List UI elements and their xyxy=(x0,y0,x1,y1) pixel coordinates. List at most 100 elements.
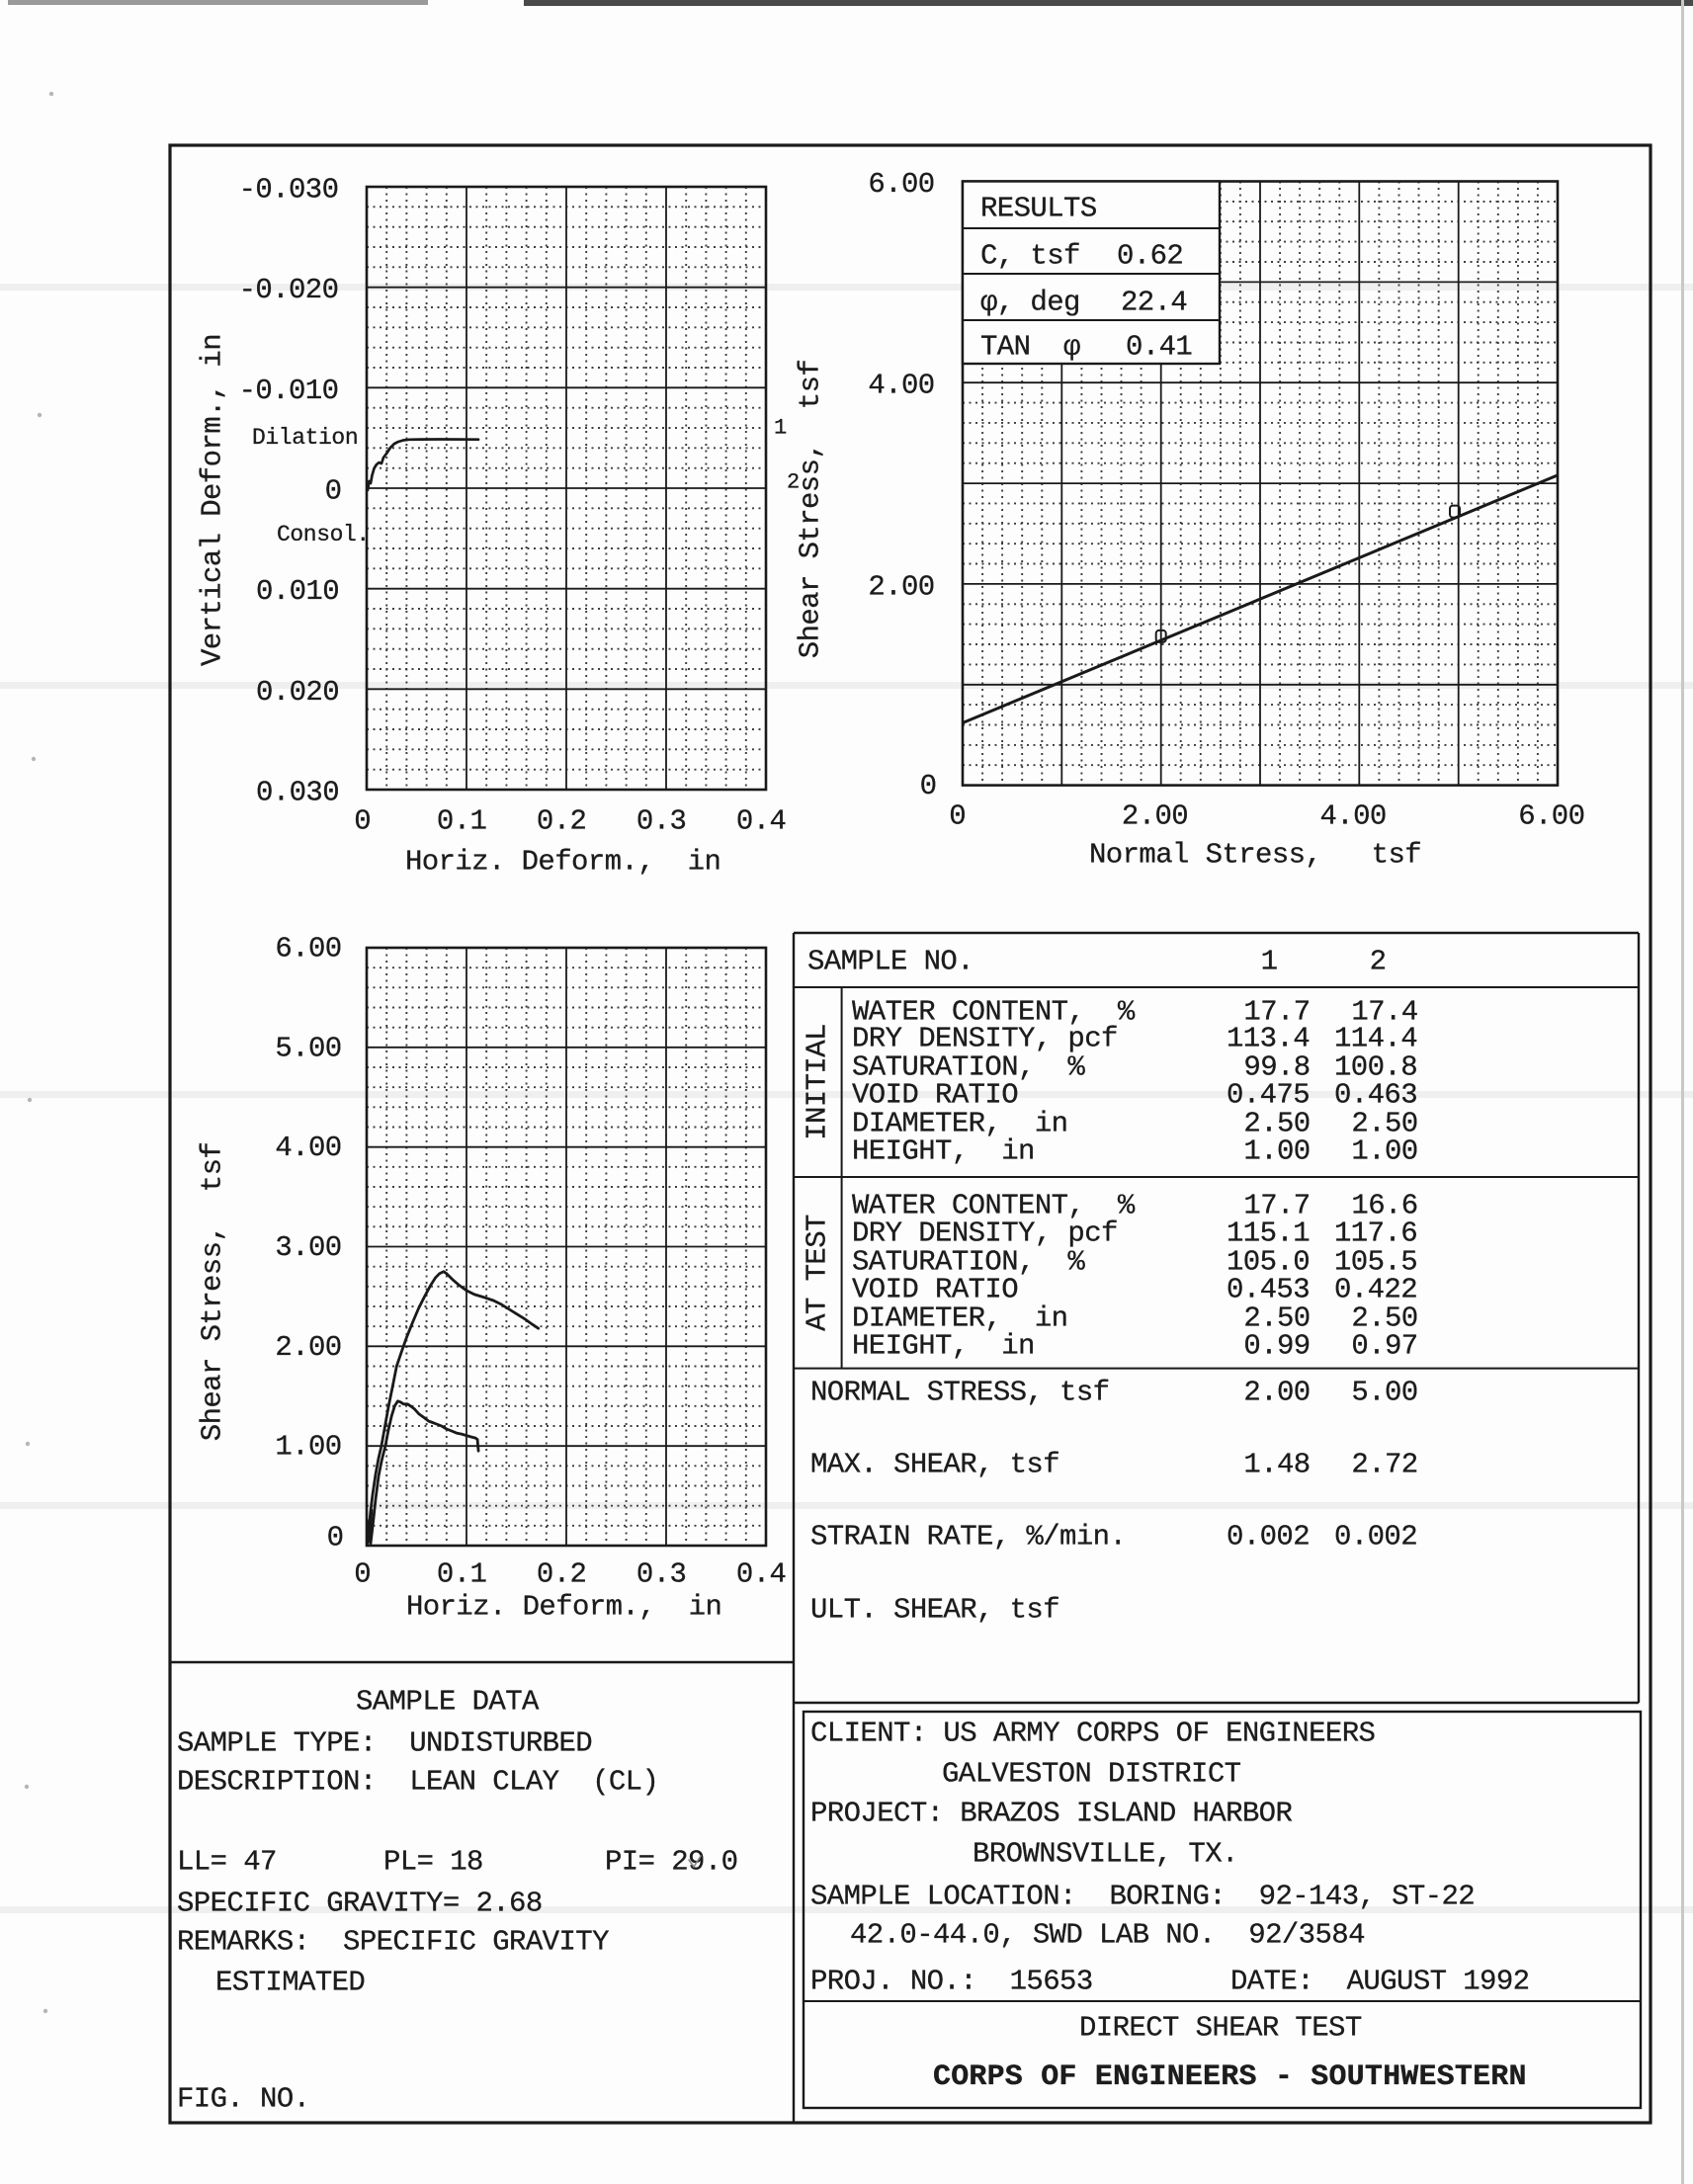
svg-text:0: 0 xyxy=(354,805,371,838)
svg-text:5.00: 5.00 xyxy=(1351,1377,1417,1409)
svg-text:17.4: 17.4 xyxy=(1351,996,1417,1029)
svg-text:Consol.: Consol. xyxy=(277,522,370,547)
svg-text:0.3: 0.3 xyxy=(636,805,686,838)
svg-text:C, tsf: C, tsf xyxy=(980,240,1080,273)
svg-text:0.1: 0.1 xyxy=(437,805,486,838)
svg-text:-0.030: -0.030 xyxy=(239,174,339,207)
svg-text:SPECIFIC GRAVITY= 2.68: SPECIFIC GRAVITY= 2.68 xyxy=(177,1888,543,1920)
svg-text:SATURATION, %: SATURATION, % xyxy=(852,1246,1085,1279)
svg-text:INITIAL: INITIAL xyxy=(802,1024,834,1140)
svg-text:0.422: 0.422 xyxy=(1334,1274,1417,1306)
svg-text:17.7: 17.7 xyxy=(1243,1190,1310,1222)
svg-text:6.00: 6.00 xyxy=(868,168,934,201)
svg-text:2.00: 2.00 xyxy=(275,1331,341,1364)
svg-text:99.8: 99.8 xyxy=(1243,1051,1310,1084)
svg-text:FIG. NO.: FIG. NO. xyxy=(177,2083,309,2116)
svg-text:BROWNSVILLE, TX.: BROWNSVILLE, TX. xyxy=(973,1838,1238,1871)
svg-text:0.4: 0.4 xyxy=(736,805,786,838)
svg-text:0: 0 xyxy=(327,1522,344,1554)
svg-text:SATURATION, %: SATURATION, % xyxy=(852,1051,1085,1084)
svg-text:1.00: 1.00 xyxy=(1243,1135,1310,1168)
svg-text:Horiz. Deform., in: Horiz. Deform., in xyxy=(405,846,720,879)
svg-text:113.4: 113.4 xyxy=(1227,1023,1310,1055)
svg-text:TAN φ: TAN φ xyxy=(980,331,1080,364)
svg-text:DRY DENSITY, pcf: DRY DENSITY, pcf xyxy=(852,1023,1118,1055)
svg-text:1: 1 xyxy=(1261,946,1278,978)
svg-text:PI= 29.0: PI= 29.0 xyxy=(605,1846,737,1879)
svg-text:0: 0 xyxy=(920,770,937,802)
svg-text:Dilation: Dilation xyxy=(252,425,358,451)
svg-text:0.2: 0.2 xyxy=(537,1558,586,1591)
svg-text:0: 0 xyxy=(325,475,342,508)
svg-text:2.00: 2.00 xyxy=(1122,800,1188,833)
svg-text:0.97: 0.97 xyxy=(1351,1330,1417,1363)
svg-text:105.5: 105.5 xyxy=(1334,1246,1417,1279)
svg-text:2.50: 2.50 xyxy=(1243,1108,1310,1140)
svg-text:16.6: 16.6 xyxy=(1351,1190,1417,1222)
svg-text:0.2: 0.2 xyxy=(537,805,586,838)
svg-text:DRY DENSITY, pcf: DRY DENSITY, pcf xyxy=(852,1218,1118,1250)
svg-text:RESULTS: RESULTS xyxy=(980,193,1097,225)
svg-text:2.50: 2.50 xyxy=(1243,1302,1310,1335)
svg-text:0.010: 0.010 xyxy=(256,575,339,608)
svg-text:2.50: 2.50 xyxy=(1351,1108,1417,1140)
svg-text:1.00: 1.00 xyxy=(1351,1135,1417,1168)
svg-text:PROJ. NO.: 15653: PROJ. NO.: 15653 xyxy=(810,1966,1093,1998)
svg-text:4.00: 4.00 xyxy=(275,1132,341,1164)
svg-text:WATER CONTENT, %: WATER CONTENT, % xyxy=(852,1190,1136,1222)
svg-text:0.002: 0.002 xyxy=(1334,1521,1417,1554)
svg-text:DIRECT SHEAR TEST: DIRECT SHEAR TEST xyxy=(1079,2012,1362,2045)
svg-text:HEIGHT, in: HEIGHT, in xyxy=(852,1135,1035,1168)
svg-text:2.50: 2.50 xyxy=(1351,1302,1417,1335)
svg-text:2.00: 2.00 xyxy=(1243,1377,1310,1409)
svg-text:SAMPLE DATA: SAMPLE DATA xyxy=(356,1686,540,1719)
svg-text:HEIGHT, in: HEIGHT, in xyxy=(852,1330,1035,1363)
svg-text:2.00: 2.00 xyxy=(868,570,934,603)
svg-text:100.8: 100.8 xyxy=(1334,1051,1417,1084)
svg-text:Vertical Deform., in: Vertical Deform., in xyxy=(197,334,229,666)
svg-text:PROJECT: BRAZOS ISLAND HARBOR: PROJECT: BRAZOS ISLAND HARBOR xyxy=(810,1798,1292,1830)
svg-text:5.00: 5.00 xyxy=(275,1032,341,1064)
svg-text:115.1: 115.1 xyxy=(1227,1218,1310,1250)
svg-text:1.00: 1.00 xyxy=(275,1431,341,1464)
svg-text:VOID RATIO: VOID RATIO xyxy=(852,1079,1018,1112)
svg-text:105.0: 105.0 xyxy=(1227,1246,1310,1279)
svg-text:17.7: 17.7 xyxy=(1243,996,1310,1029)
svg-text:φ, deg: φ, deg xyxy=(980,287,1080,319)
svg-text:0.020: 0.020 xyxy=(256,676,339,709)
svg-text:PL= 18: PL= 18 xyxy=(383,1846,483,1879)
svg-text:-0.020: -0.020 xyxy=(239,274,339,306)
svg-text:Normal Stress, tsf: Normal Stress, tsf xyxy=(1089,839,1421,872)
svg-text:Shear Stress, tsf: Shear Stress, tsf xyxy=(197,1142,229,1441)
svg-text:-0.010: -0.010 xyxy=(239,375,339,407)
svg-text:Horiz. Deform., in: Horiz. Deform., in xyxy=(406,1591,721,1624)
svg-text:0.1: 0.1 xyxy=(437,1558,486,1591)
svg-text:GALVESTON DISTRICT: GALVESTON DISTRICT xyxy=(942,1758,1241,1791)
svg-text:2.72: 2.72 xyxy=(1351,1449,1417,1481)
svg-text:SAMPLE TYPE: UNDISTURBED: SAMPLE TYPE: UNDISTURBED xyxy=(177,1727,592,1760)
svg-text:6.00: 6.00 xyxy=(1518,800,1584,833)
svg-text:0.030: 0.030 xyxy=(256,777,339,809)
svg-text:3.00: 3.00 xyxy=(275,1231,341,1264)
svg-text:1.48: 1.48 xyxy=(1243,1449,1310,1481)
svg-text:DIAMETER, in: DIAMETER, in xyxy=(852,1302,1067,1335)
svg-text:4.00: 4.00 xyxy=(1320,800,1387,833)
svg-text:114.4: 114.4 xyxy=(1334,1023,1417,1055)
svg-text:0.3: 0.3 xyxy=(636,1558,686,1591)
svg-text:0: 0 xyxy=(949,800,966,833)
svg-text:0.99: 0.99 xyxy=(1243,1330,1310,1363)
svg-text:0.4: 0.4 xyxy=(736,1558,786,1591)
svg-text:WATER CONTENT, %: WATER CONTENT, % xyxy=(852,996,1136,1029)
svg-text:VOID RATIO: VOID RATIO xyxy=(852,1274,1018,1306)
svg-text:DIAMETER, in: DIAMETER, in xyxy=(852,1108,1067,1140)
svg-text:0.463: 0.463 xyxy=(1334,1079,1417,1112)
svg-text:6.00: 6.00 xyxy=(275,933,341,966)
svg-text:0: 0 xyxy=(354,1558,371,1591)
svg-text:Shear Stress, tsf: Shear Stress, tsf xyxy=(795,360,827,658)
svg-text:0.002: 0.002 xyxy=(1227,1521,1310,1554)
svg-text:MAX. SHEAR, tsf: MAX. SHEAR, tsf xyxy=(810,1449,1059,1481)
svg-text:0.475: 0.475 xyxy=(1227,1079,1310,1112)
svg-text:AT TEST: AT TEST xyxy=(802,1215,834,1331)
svg-text:NORMAL STRESS, tsf: NORMAL STRESS, tsf xyxy=(810,1377,1109,1409)
svg-text:117.6: 117.6 xyxy=(1334,1218,1417,1250)
